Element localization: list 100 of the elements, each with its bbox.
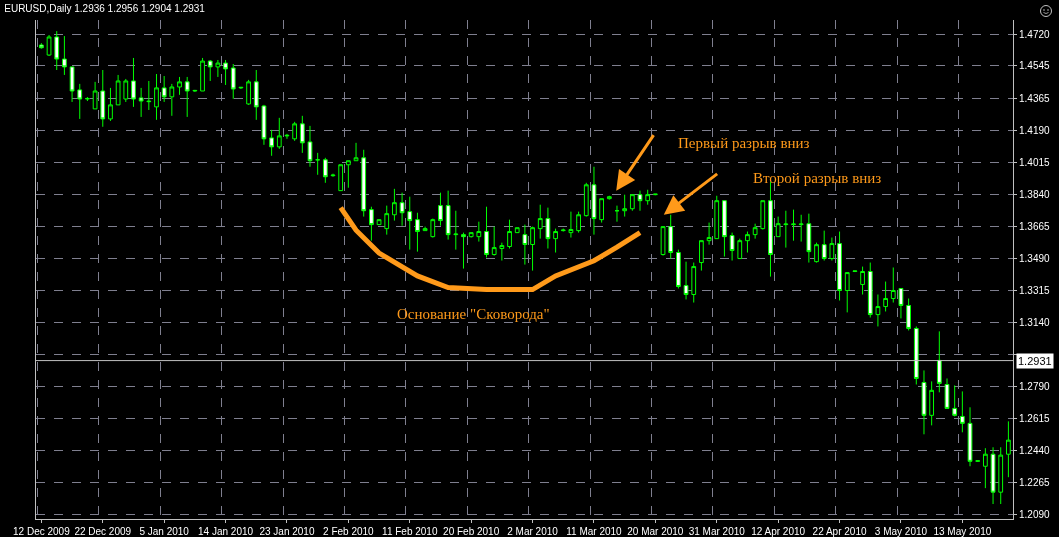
candlestick bbox=[722, 200, 727, 258]
y-tick-label: 1.3140 bbox=[1019, 316, 1051, 328]
x-tick-label: 2 Mar 2010 bbox=[507, 526, 559, 537]
candlestick bbox=[261, 104, 267, 146]
candlestick bbox=[138, 87, 144, 118]
candlestick bbox=[860, 266, 865, 295]
candlestick bbox=[936, 330, 942, 393]
candlestick bbox=[568, 211, 574, 239]
candlestick bbox=[38, 42, 44, 50]
candlestick bbox=[545, 207, 551, 250]
candlestick bbox=[637, 190, 643, 212]
candlestick bbox=[476, 221, 482, 243]
x-tick-label: 22 Dec 2009 bbox=[74, 526, 132, 537]
candlestick bbox=[69, 66, 75, 103]
candlestick bbox=[238, 86, 244, 90]
y-tick-label: 1.3840 bbox=[1019, 189, 1051, 201]
candlestick bbox=[652, 193, 658, 196]
candlestick bbox=[967, 406, 973, 467]
y-tick-label: 1.4545 bbox=[1019, 60, 1051, 72]
candlestick bbox=[369, 206, 374, 242]
x-tick-label: 5 Jan 2010 bbox=[139, 526, 190, 537]
candlestick bbox=[560, 228, 566, 233]
candlestick bbox=[345, 160, 351, 189]
candlestick bbox=[1006, 420, 1011, 478]
annotation: Основание "Сковорода" bbox=[397, 306, 550, 322]
candlestick bbox=[906, 298, 911, 331]
candlestick bbox=[253, 69, 259, 121]
candlestick bbox=[215, 59, 221, 78]
candlestick bbox=[952, 384, 958, 417]
candlestick bbox=[576, 211, 581, 234]
y-tick-label: 1.4365 bbox=[1019, 93, 1051, 105]
x-tick-label: 22 Apr 2010 bbox=[812, 526, 867, 537]
annotation: Второй разрыв вниз bbox=[753, 170, 882, 186]
candlestick bbox=[246, 79, 251, 106]
y-tick-label: 1.4720 bbox=[1019, 28, 1051, 40]
candlestick bbox=[982, 447, 988, 489]
candlestick bbox=[46, 34, 52, 57]
x-tick-label: 13 May 2010 bbox=[933, 526, 992, 537]
y-tick-label: 1.3315 bbox=[1019, 284, 1051, 296]
candlestick bbox=[883, 281, 888, 312]
candlestick bbox=[783, 210, 789, 249]
annotation: Первый разрыв вниз bbox=[678, 135, 810, 151]
candlestick bbox=[445, 190, 451, 241]
y-tick-label: 1.2615 bbox=[1019, 412, 1051, 424]
candlestick bbox=[591, 166, 597, 236]
candlestick bbox=[85, 96, 90, 102]
candlestick bbox=[184, 76, 190, 118]
candlestick bbox=[760, 200, 766, 231]
candlestick bbox=[829, 237, 835, 262]
candlestick bbox=[154, 73, 159, 121]
candlestick bbox=[929, 380, 935, 426]
candlestick bbox=[553, 228, 558, 254]
candlestick bbox=[975, 460, 981, 463]
candlestick bbox=[875, 294, 881, 327]
candlestick bbox=[714, 195, 720, 240]
candlestick bbox=[392, 188, 397, 222]
candlestick bbox=[959, 390, 965, 433]
candlestick bbox=[507, 219, 512, 250]
candlestick bbox=[384, 205, 390, 236]
candlestick bbox=[890, 266, 896, 304]
y-tick-label: 1.2440 bbox=[1019, 444, 1051, 456]
candlestick bbox=[453, 210, 459, 251]
candlestick bbox=[276, 117, 282, 150]
candlestick bbox=[484, 206, 489, 258]
candlestick bbox=[599, 198, 605, 224]
y-tick-label: 1.3665 bbox=[1019, 221, 1051, 233]
candlestick bbox=[944, 377, 950, 409]
candlestick bbox=[821, 230, 827, 262]
candlestick bbox=[806, 213, 812, 264]
y-tick-label: 1.2790 bbox=[1019, 380, 1051, 392]
candlestick bbox=[338, 164, 344, 192]
candlestick bbox=[921, 369, 927, 435]
candlestick bbox=[737, 238, 743, 260]
candlestick bbox=[898, 287, 904, 319]
candlestick bbox=[200, 57, 205, 92]
candlestick bbox=[62, 35, 67, 76]
x-tick-label: 31 Mar 2010 bbox=[688, 526, 746, 537]
x-tick-label: 2 Feb 2010 bbox=[323, 526, 375, 537]
candlestick bbox=[353, 142, 359, 162]
candlestick bbox=[361, 149, 367, 218]
candlestick bbox=[629, 194, 635, 212]
y-tick-label: 1.2090 bbox=[1019, 508, 1051, 520]
candlestick bbox=[699, 240, 704, 272]
candlestick bbox=[92, 81, 98, 110]
y-tick-label: 1.4190 bbox=[1019, 125, 1051, 137]
candlestick bbox=[798, 214, 804, 243]
candlestick bbox=[230, 63, 236, 100]
candlestick bbox=[330, 173, 336, 178]
candlestick bbox=[867, 262, 873, 318]
candlestick bbox=[207, 59, 213, 82]
candlestick bbox=[676, 249, 681, 289]
candlestick bbox=[315, 152, 321, 176]
y-tick-label: 1.2265 bbox=[1019, 476, 1051, 488]
x-tick-label: 23 Jan 2010 bbox=[259, 526, 315, 537]
candlestick bbox=[461, 232, 466, 270]
candlestick bbox=[998, 446, 1004, 505]
candlestick bbox=[729, 232, 735, 262]
candlestick bbox=[77, 83, 83, 120]
candlestick bbox=[837, 231, 842, 302]
candlestick bbox=[775, 216, 781, 238]
